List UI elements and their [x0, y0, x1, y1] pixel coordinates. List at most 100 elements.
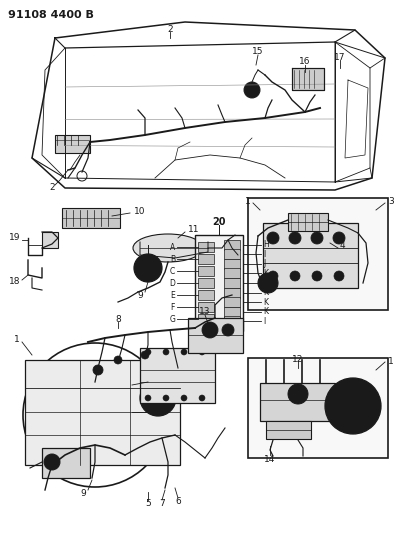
Circle shape: [145, 395, 151, 401]
Bar: [224, 288, 240, 297]
Text: 11: 11: [188, 225, 199, 235]
Bar: [195, 235, 243, 331]
Text: I: I: [263, 317, 265, 326]
Text: 5: 5: [145, 498, 151, 507]
Text: 4: 4: [340, 241, 345, 251]
Bar: [224, 269, 240, 278]
Circle shape: [141, 351, 149, 359]
Text: D: D: [169, 279, 175, 287]
Circle shape: [150, 390, 166, 406]
Bar: [224, 307, 240, 317]
Text: 18: 18: [8, 278, 20, 287]
Bar: [224, 317, 240, 326]
Bar: [55, 135, 90, 153]
Circle shape: [222, 324, 234, 336]
Text: I: I: [263, 249, 265, 259]
Bar: [260, 383, 335, 421]
Text: C: C: [170, 266, 175, 276]
Text: 6: 6: [175, 497, 181, 505]
Text: A: A: [170, 243, 175, 252]
Circle shape: [244, 82, 260, 98]
Bar: [263, 223, 358, 288]
Text: F: F: [171, 303, 175, 311]
Circle shape: [163, 395, 169, 401]
Circle shape: [181, 349, 187, 355]
Text: K: K: [263, 298, 268, 306]
Circle shape: [199, 395, 205, 401]
Text: 8: 8: [115, 314, 121, 324]
Bar: [224, 259, 240, 269]
Bar: [42, 232, 58, 248]
Circle shape: [145, 349, 151, 355]
Bar: [198, 314, 214, 324]
Circle shape: [267, 232, 279, 244]
Circle shape: [312, 271, 322, 281]
Text: 19: 19: [8, 233, 20, 243]
Text: H: H: [263, 240, 269, 249]
Bar: [224, 278, 240, 288]
Text: 2: 2: [167, 26, 173, 35]
Bar: [198, 254, 214, 264]
Bar: [188, 318, 243, 353]
Circle shape: [63, 383, 127, 447]
Text: B: B: [170, 254, 175, 263]
Bar: [42, 448, 90, 478]
Circle shape: [114, 356, 122, 364]
Bar: [198, 242, 214, 252]
Text: K: K: [263, 288, 268, 297]
Text: 7: 7: [159, 498, 165, 507]
Text: 91108 4400 B: 91108 4400 B: [8, 10, 94, 20]
Circle shape: [290, 271, 300, 281]
Text: 20: 20: [212, 217, 226, 227]
Text: 9: 9: [137, 292, 143, 301]
Text: G: G: [169, 314, 175, 324]
Bar: [288, 213, 328, 231]
Circle shape: [81, 401, 109, 429]
Circle shape: [258, 273, 278, 293]
Text: 10: 10: [134, 207, 146, 216]
Text: K: K: [263, 308, 268, 316]
Text: K: K: [263, 269, 268, 278]
Bar: [25, 360, 180, 465]
Circle shape: [339, 392, 367, 420]
Text: 3: 3: [388, 198, 394, 206]
Bar: [266, 421, 311, 439]
Circle shape: [134, 254, 162, 282]
Text: 13: 13: [199, 308, 211, 317]
Text: 17: 17: [334, 52, 346, 61]
Bar: [198, 290, 214, 300]
Text: 1: 1: [14, 335, 20, 344]
Text: 16: 16: [299, 58, 311, 67]
Circle shape: [311, 232, 323, 244]
Text: 2: 2: [49, 183, 55, 192]
Bar: [224, 297, 240, 307]
Circle shape: [181, 395, 187, 401]
Circle shape: [347, 400, 359, 412]
Circle shape: [199, 349, 205, 355]
Circle shape: [325, 378, 381, 434]
Bar: [292, 68, 324, 90]
Circle shape: [293, 389, 303, 399]
Text: 9: 9: [80, 489, 86, 497]
Bar: [140, 348, 215, 403]
Bar: [248, 198, 388, 310]
Circle shape: [140, 380, 176, 416]
Text: 15: 15: [252, 47, 264, 56]
Bar: [198, 278, 214, 288]
Text: 1: 1: [388, 357, 394, 366]
Circle shape: [93, 365, 103, 375]
Text: 14: 14: [264, 456, 276, 464]
Ellipse shape: [133, 234, 203, 262]
Circle shape: [334, 271, 344, 281]
Bar: [62, 208, 120, 228]
Text: 1: 1: [245, 198, 251, 206]
Bar: [198, 266, 214, 276]
Bar: [224, 249, 240, 259]
Text: 12: 12: [292, 356, 304, 365]
Circle shape: [333, 232, 345, 244]
Bar: [248, 358, 388, 458]
Bar: [224, 240, 240, 249]
Circle shape: [289, 232, 301, 244]
Text: E: E: [170, 290, 175, 300]
Circle shape: [268, 271, 278, 281]
